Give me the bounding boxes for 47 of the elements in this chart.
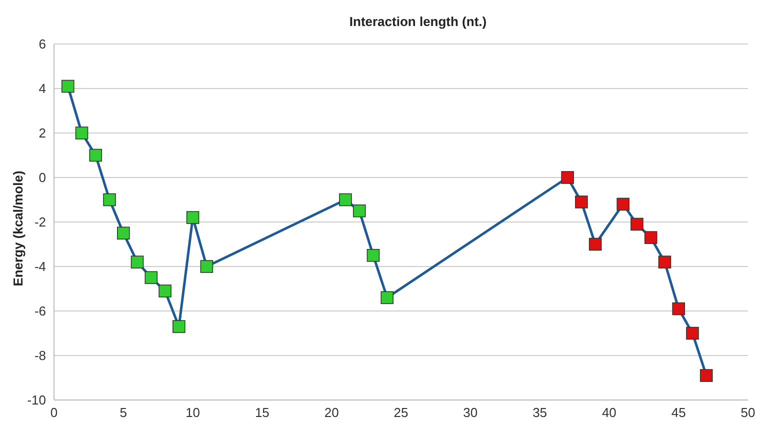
point <box>75 126 88 140</box>
x-tick-label: 40 <box>602 405 616 420</box>
y-tick-label: -10 <box>27 392 46 408</box>
point <box>700 369 713 382</box>
chart-title: Interaction length (nt.) <box>348 14 488 29</box>
y-tick-label: -8 <box>34 348 46 364</box>
point <box>144 271 158 284</box>
x-tick-label: 35 <box>532 405 548 420</box>
y-axis-title: Energy (kcal/mole) <box>10 170 26 286</box>
point <box>61 80 74 93</box>
point <box>352 204 366 218</box>
x-tick-label: 5 <box>120 405 128 420</box>
x-tick-label: 45 <box>671 405 686 420</box>
point <box>130 256 144 268</box>
point <box>366 248 380 262</box>
y-tick-label: 4 <box>38 81 46 96</box>
point <box>672 302 685 316</box>
point <box>630 218 644 231</box>
x-tick-label: 10 <box>186 405 200 420</box>
point <box>588 238 602 251</box>
point <box>200 260 214 273</box>
point <box>186 211 200 224</box>
x-tick-label: 25 <box>394 405 408 420</box>
point <box>380 291 394 304</box>
x-tick-label: 0 <box>50 405 58 420</box>
x-tick-label: 20 <box>324 405 339 420</box>
y-tick-label: -4 <box>34 259 46 274</box>
point <box>575 196 588 208</box>
y-tick-label: 6 <box>38 36 46 52</box>
point <box>158 284 172 298</box>
y-tick-label: -6 <box>34 304 46 319</box>
point <box>339 193 352 206</box>
point <box>89 148 102 162</box>
point <box>616 198 630 211</box>
point <box>172 320 186 333</box>
point <box>117 226 130 240</box>
point <box>658 256 672 268</box>
point <box>686 326 699 340</box>
point <box>561 171 574 184</box>
y-tick-label: 0 <box>38 170 46 186</box>
point <box>103 193 116 206</box>
y-tick-label: 2 <box>38 126 46 141</box>
x-tick-label: 15 <box>254 405 270 420</box>
x-tick-label: 30 <box>463 405 478 420</box>
y-tick-label: -2 <box>34 214 46 230</box>
x-tick-label: 50 <box>740 405 756 420</box>
point <box>644 231 658 244</box>
